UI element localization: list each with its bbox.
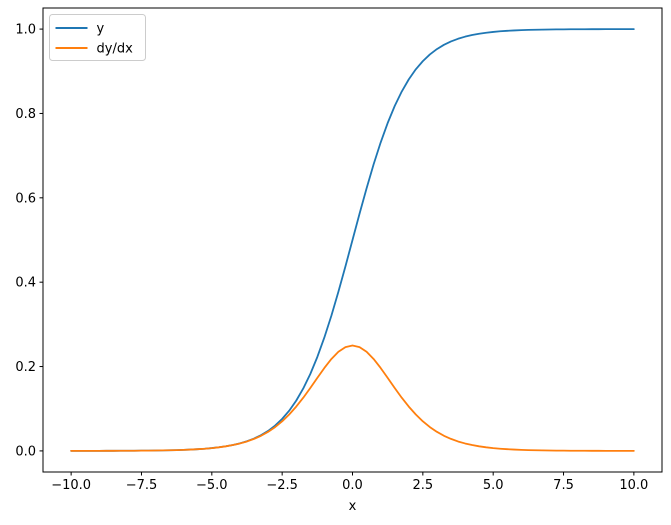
x-tick-label: 7.5 bbox=[553, 478, 574, 493]
x-tick-label: −7.5 bbox=[126, 478, 158, 493]
x-tick-label: 0.0 bbox=[342, 478, 363, 493]
x-axis-label: x bbox=[349, 499, 357, 514]
x-tick-label: −10.0 bbox=[51, 478, 91, 493]
y-tick-label: 0.6 bbox=[15, 191, 36, 206]
x-tick-label: −2.5 bbox=[266, 478, 298, 493]
legend-label-dy-dx: dy/dx bbox=[97, 42, 134, 57]
y-tick-label: 0.2 bbox=[15, 360, 36, 375]
y-tick-label: 0.8 bbox=[15, 107, 36, 122]
plot-frame bbox=[42, 7, 663, 473]
series-line-y bbox=[70, 28, 635, 452]
y-tick-label: 0.4 bbox=[15, 276, 36, 291]
legend-label-y: y bbox=[97, 22, 105, 37]
series-line-dy-dx bbox=[70, 344, 635, 452]
x-tick-label: 2.5 bbox=[412, 478, 433, 493]
x-tick-label: −5.0 bbox=[196, 478, 228, 493]
x-tick-label: 5.0 bbox=[483, 478, 504, 493]
x-tick-label: 10.0 bbox=[619, 478, 648, 493]
y-tick-label: 1.0 bbox=[15, 23, 36, 38]
y-tick-label: 0.0 bbox=[15, 444, 36, 459]
